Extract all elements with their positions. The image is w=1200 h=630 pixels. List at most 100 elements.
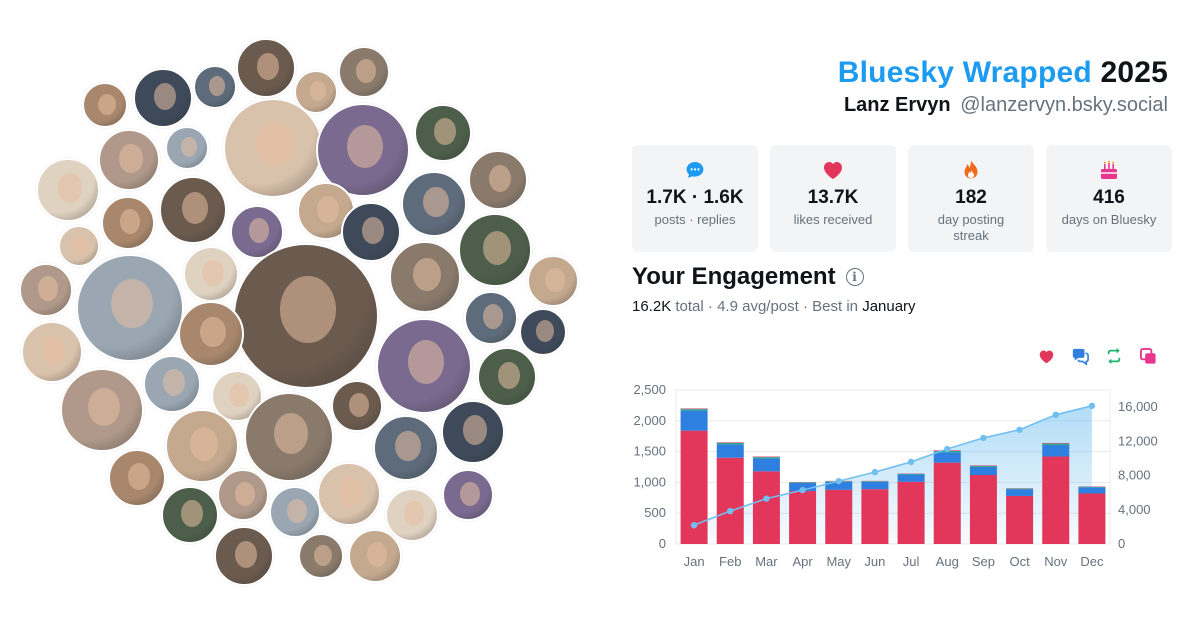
avatar[interactable]: [401, 171, 467, 237]
engagement-avg: 4.9 avg/post: [717, 298, 799, 315]
bar-segment: [680, 408, 708, 410]
bar-segment: [897, 473, 925, 475]
avatar[interactable]: [317, 462, 381, 526]
avatar[interactable]: [338, 46, 390, 98]
bar-segment: [969, 467, 997, 476]
stat-value: 182: [955, 187, 987, 208]
x-tick-label: May: [826, 554, 851, 569]
avatar[interactable]: [385, 488, 439, 542]
bar-segment: [1078, 487, 1106, 494]
avatar[interactable]: [108, 449, 166, 507]
quote-icon[interactable]: [1138, 346, 1158, 366]
avatar[interactable]: [414, 104, 472, 162]
avatar-face: [309, 81, 327, 102]
avatar[interactable]: [269, 486, 321, 538]
engagement-heading: Your Engagement: [632, 263, 836, 290]
avatar[interactable]: [348, 529, 402, 583]
avatar[interactable]: [519, 308, 567, 356]
avatar[interactable]: [165, 126, 209, 170]
avatar[interactable]: [298, 533, 344, 579]
avatar[interactable]: [527, 255, 579, 307]
info-icon[interactable]: i: [845, 268, 864, 286]
year-label: 2025: [1100, 56, 1168, 89]
x-tick-label: Jun: [864, 554, 885, 569]
avatar-face: [482, 230, 512, 265]
avatar-face: [316, 196, 339, 223]
bar-segment: [680, 410, 708, 431]
avatar[interactable]: [76, 254, 184, 362]
heart-icon[interactable]: [1036, 346, 1056, 366]
avatar[interactable]: [464, 291, 518, 345]
avatar-face: [98, 93, 116, 115]
cumulative-point: [763, 495, 770, 502]
avatar[interactable]: [373, 415, 439, 481]
y2-tick-label: 0: [1118, 536, 1125, 551]
avatar[interactable]: [82, 82, 128, 128]
reply-icon[interactable]: [1070, 346, 1090, 366]
avatar[interactable]: [341, 202, 401, 262]
avatar[interactable]: [165, 409, 239, 483]
x-tick-label: Sep: [972, 554, 995, 569]
bar-segment: [1042, 442, 1070, 444]
avatar[interactable]: [214, 526, 274, 586]
avatar-face: [73, 235, 89, 256]
avatar[interactable]: [233, 243, 379, 389]
avatar[interactable]: [143, 355, 201, 413]
avatar-face: [347, 124, 383, 168]
avatar[interactable]: [236, 38, 296, 98]
avatar-face: [208, 76, 226, 97]
avatar[interactable]: [159, 176, 227, 244]
user-line: Lanz Ervyn @lanzervyn.bsky.social: [838, 94, 1168, 117]
avatar[interactable]: [244, 392, 334, 482]
page-title: Bluesky Wrapped 2025: [838, 56, 1168, 90]
avatar[interactable]: [316, 103, 410, 197]
bar-segment: [897, 474, 925, 482]
avatar[interactable]: [223, 98, 323, 198]
x-tick-label: Dec: [1080, 554, 1104, 569]
avatar[interactable]: [468, 150, 528, 210]
avatar[interactable]: [21, 321, 83, 383]
avatar[interactable]: [178, 301, 244, 367]
avatar[interactable]: [389, 241, 461, 313]
avatar[interactable]: [133, 68, 193, 128]
y-tick-label: 500: [644, 505, 666, 520]
avatar-face: [349, 392, 369, 417]
avatar[interactable]: [58, 225, 100, 267]
avatar-face: [119, 144, 143, 173]
avatar-face: [202, 259, 224, 286]
bar-segment: [716, 442, 744, 445]
avatar[interactable]: [98, 129, 160, 191]
avatar-face: [229, 382, 249, 407]
avatar[interactable]: [477, 347, 537, 407]
y2-tick-label: 8,000: [1118, 468, 1151, 483]
repost-icon[interactable]: [1104, 346, 1124, 366]
avatar[interactable]: [217, 469, 269, 521]
avatar[interactable]: [101, 196, 155, 250]
avatar[interactable]: [442, 469, 494, 521]
avatar-face: [111, 278, 153, 329]
avatar[interactable]: [441, 400, 505, 464]
avatar[interactable]: [331, 380, 383, 432]
avatar[interactable]: [161, 486, 219, 544]
avatar[interactable]: [458, 213, 532, 287]
stat-card-days: 416 days on Bluesky: [1046, 145, 1172, 252]
avatar-face: [535, 320, 555, 343]
cumulative-point: [1052, 411, 1059, 419]
avatar[interactable]: [36, 158, 100, 222]
avatar-face: [361, 216, 385, 245]
avatar-face: [153, 82, 177, 111]
avatar-face: [482, 304, 504, 330]
avatar[interactable]: [230, 205, 284, 259]
bar-segment: [716, 457, 744, 544]
avatar[interactable]: [376, 318, 472, 414]
y-tick-label: 2,000: [633, 413, 666, 428]
bar-segment: [1042, 443, 1070, 445]
stat-card-posts: 1.7K · 1.6K posts · replies: [632, 145, 758, 252]
cumulative-line: [693, 405, 1093, 526]
avatar[interactable]: [193, 65, 237, 109]
avatar[interactable]: [19, 263, 73, 317]
avatar[interactable]: [183, 246, 239, 302]
engagement-total-label: total: [675, 298, 704, 315]
avatar-face: [280, 275, 336, 343]
avatar[interactable]: [60, 368, 144, 452]
